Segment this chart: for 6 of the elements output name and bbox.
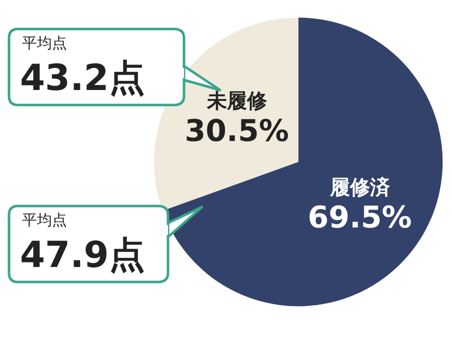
text: 平均点 47.9点 xyxy=(20,211,145,278)
data-label: 30.5% xyxy=(184,114,289,150)
slice-label: 未履修 xyxy=(206,88,268,113)
slice-label: 履修済 xyxy=(328,175,391,200)
text: 平均点 43.2点 xyxy=(20,34,145,101)
data-label: 69.5% xyxy=(308,200,412,236)
